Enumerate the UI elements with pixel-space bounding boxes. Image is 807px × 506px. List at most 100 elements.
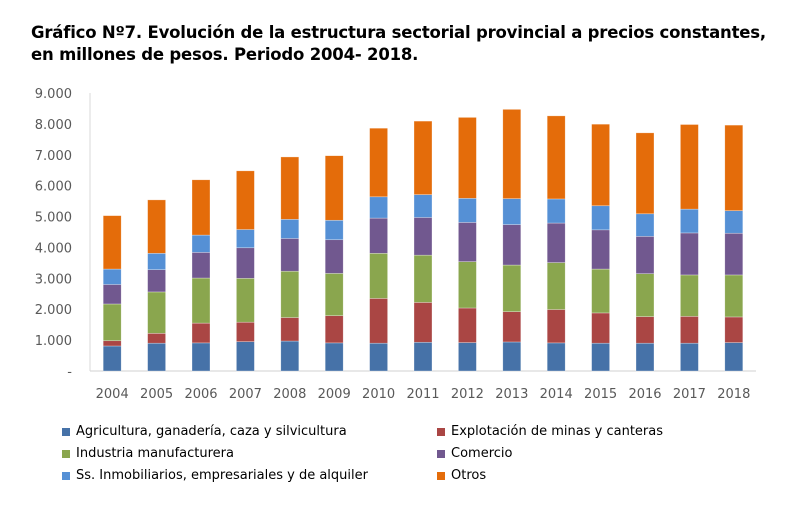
- bar-segment: [102, 303, 122, 342]
- legend-swatch: [437, 427, 445, 436]
- bar-segment: [147, 269, 166, 293]
- y-tick-label: 8.000: [35, 118, 72, 133]
- bar-segment: [324, 273, 344, 317]
- bar-segment: [413, 302, 433, 343]
- x-tick-label: 2008: [273, 387, 306, 402]
- bar-segment: [369, 127, 388, 198]
- bar-segment: [280, 317, 300, 342]
- legend-item: Otros: [437, 468, 486, 483]
- chart-title: Gráfico Nº7. Evolución de la estructura …: [31, 23, 766, 64]
- bar-segment: [724, 232, 744, 276]
- bar-segment: [413, 217, 433, 256]
- legend-item: Industria manufacturera: [62, 446, 234, 461]
- bar-segment: [546, 342, 566, 372]
- bar-segment: [102, 268, 122, 285]
- bar-segment: [591, 342, 610, 372]
- bar-segment: [102, 284, 122, 305]
- bar-segment: [724, 124, 744, 211]
- bar-segment: [724, 274, 744, 318]
- bar-segment: [413, 120, 433, 195]
- bar-segment: [369, 253, 388, 299]
- legend-swatch: [62, 471, 70, 480]
- x-tick-label: 2018: [717, 387, 750, 402]
- bar-segment: [502, 341, 522, 372]
- bar-segment: [102, 340, 122, 347]
- y-tick-label: 6.000: [35, 180, 72, 195]
- bar-segment: [635, 213, 655, 237]
- x-tick-label: 2004: [96, 387, 129, 402]
- x-tick-label: 2005: [140, 387, 173, 402]
- bar-segment: [369, 298, 388, 344]
- y-tick-label: 3.000: [35, 272, 72, 287]
- bar-segment: [458, 342, 477, 372]
- bar-segment: [458, 307, 477, 343]
- bar-segment: [546, 222, 566, 263]
- x-tick-label: 2011: [406, 387, 439, 402]
- bar-segment: [635, 342, 655, 372]
- bar-segment: [502, 264, 522, 312]
- bar-segment: [280, 156, 300, 220]
- legend-item: Comercio: [437, 446, 512, 461]
- bar-segment: [502, 109, 522, 199]
- bar-segment: [280, 219, 300, 239]
- bar-segment: [458, 117, 477, 199]
- bar-segment: [724, 342, 744, 372]
- bar-segment: [324, 219, 344, 241]
- bar-segment: [280, 270, 300, 318]
- bar-segment: [680, 208, 699, 234]
- bar-segment: [458, 198, 477, 223]
- bar-segment: [413, 254, 433, 303]
- bar-segment: [324, 315, 344, 344]
- legend-swatch: [62, 427, 70, 436]
- bar-segment: [724, 210, 744, 234]
- y-tick-label: 5.000: [35, 211, 72, 226]
- bar-segment: [191, 342, 211, 372]
- x-tick-label: 2014: [540, 387, 573, 402]
- bar-segment: [591, 268, 610, 314]
- bar-segment: [413, 194, 433, 218]
- bar-segment: [236, 247, 255, 279]
- bar-segment: [102, 215, 122, 270]
- bar-segment: [236, 278, 255, 323]
- bar-segment: [191, 252, 211, 279]
- bar-segment: [635, 316, 655, 344]
- legend-item: Explotación de minas y canteras: [437, 424, 663, 439]
- x-tick-label: 2013: [495, 387, 528, 402]
- bar-segment: [458, 261, 477, 309]
- y-tick-label: 1.000: [35, 334, 72, 349]
- bar-segment: [191, 277, 211, 324]
- legend-label: Ss. Inmobiliarios, empresariales y de al…: [76, 468, 368, 483]
- bar-segment: [369, 217, 388, 254]
- bar-segment: [635, 273, 655, 317]
- legend-swatch: [437, 449, 445, 458]
- legend-label: Industria manufacturera: [76, 446, 234, 461]
- legend-item: Agricultura, ganadería, caza y silvicult…: [62, 424, 347, 439]
- legend-label: Agricultura, ganadería, caza y silvicult…: [76, 424, 347, 439]
- bar-segment: [458, 222, 477, 262]
- bar-segment: [591, 229, 610, 270]
- bar-segment: [236, 341, 255, 372]
- bar-segment: [191, 179, 211, 236]
- x-tick-label: 2015: [584, 387, 617, 402]
- bar-segment: [413, 341, 433, 372]
- bar-segment: [546, 309, 566, 344]
- bar-segment: [236, 229, 255, 249]
- bar-segment: [147, 342, 166, 372]
- bar-segment: [680, 274, 699, 317]
- bar-segment: [147, 199, 166, 254]
- bar-segment: [369, 342, 388, 372]
- x-tick-label: 2016: [628, 387, 661, 402]
- x-tick-label: 2010: [362, 387, 395, 402]
- bar-segment: [502, 198, 522, 225]
- bar-segment: [546, 262, 566, 310]
- bar-segment: [635, 236, 655, 275]
- legend-label: Comercio: [451, 446, 513, 461]
- bar-segment: [191, 322, 211, 344]
- bar-segment: [546, 198, 566, 224]
- bar-segment: [635, 132, 655, 215]
- bar-segment: [680, 342, 699, 372]
- bar-segment: [280, 340, 300, 372]
- bar-segment: [680, 316, 699, 344]
- x-tick-label: 2009: [318, 387, 351, 402]
